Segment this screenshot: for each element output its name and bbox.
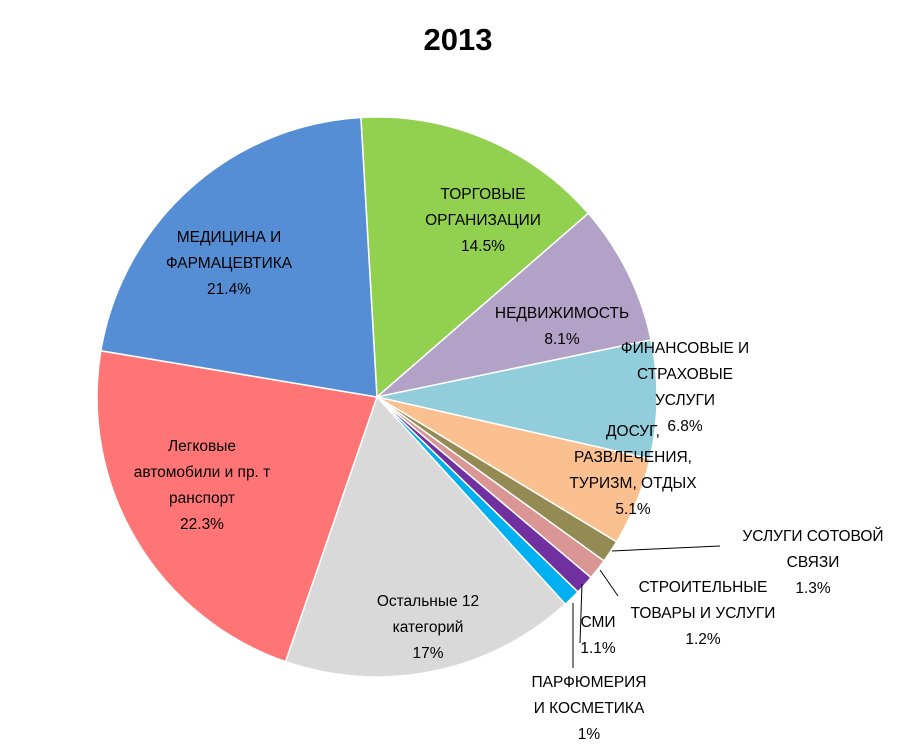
slice-label-услуги-сотовой-связи: УСЛУГИ СОТОВОЙ СВЯЗИ 1.3% xyxy=(742,527,883,597)
pie-slice-остальные-12-категорий xyxy=(284,395,567,678)
slice-label-медицина-и-фармацевтика: МЕДИЦИНА И ФАРМАЦЕВТИКА 21.4% xyxy=(166,229,293,298)
slice-label-финансовые-и-страховые-услуги: ФИНАНСОВЫЕ И СТРАХОВЫЕ УСЛУГИ 6.8% xyxy=(621,340,749,435)
slice-label-парфюмерия-и-косметика: ПАРФЮМЕРИЯ И КОСМЕТИКА 1% xyxy=(531,674,646,743)
slice-label-досуг-развлечения-туризм-отдых: ДОСУГ, РАЗВЛЕЧЕНИЯ, ТУРИЗМ, ОТДЫХ 5.1% xyxy=(569,423,697,518)
slice-label-сми: СМИ 1.1% xyxy=(580,614,616,657)
pie-slice-финансовые-и-страховые-услуги xyxy=(376,338,658,460)
slice-label-остальные-12-категорий: Остальные 12 категорий 17% xyxy=(377,593,479,662)
leader-line-услуги-сотовой-связи xyxy=(611,545,721,552)
pie-slice-легковые-автомобили-и-пр-транспорт xyxy=(96,349,378,663)
chart-title: 2013 xyxy=(424,22,493,57)
leader-line-строительные-товары-и-услуги xyxy=(599,569,619,597)
slice-label-недвижимость: НЕДВИЖИМОСТЬ 8.1% xyxy=(495,305,629,348)
pie-slices xyxy=(96,116,658,678)
slice-labels: ТОРГОВЫЕ ОРГАНИЗАЦИИ 14.5% НЕДВИЖИМОСТЬ 8.1%… xyxy=(134,186,884,743)
pie-slice-торговые-организации xyxy=(360,116,590,399)
leader-line-сми xyxy=(579,583,583,644)
slice-label-строительные-товары-и-услуги: СТРОИТЕЛЬНЫЕ ТОВАРЫ И УСЛУГИ 1.2% xyxy=(631,579,776,648)
pie-slice-медицина-и-фармацевтика xyxy=(99,116,378,398)
slice-label-торговые-организации: ТОРГОВЫЕ ОРГАНИЗАЦИИ 14.5% xyxy=(425,186,541,255)
slice-label-легковые-автомобили-и-пр-транспорт: Легковые автомобили и пр. т ранспорт 22.3% xyxy=(134,438,271,533)
leader-lines xyxy=(572,545,721,668)
pie-slice-недвижимость xyxy=(374,212,652,399)
